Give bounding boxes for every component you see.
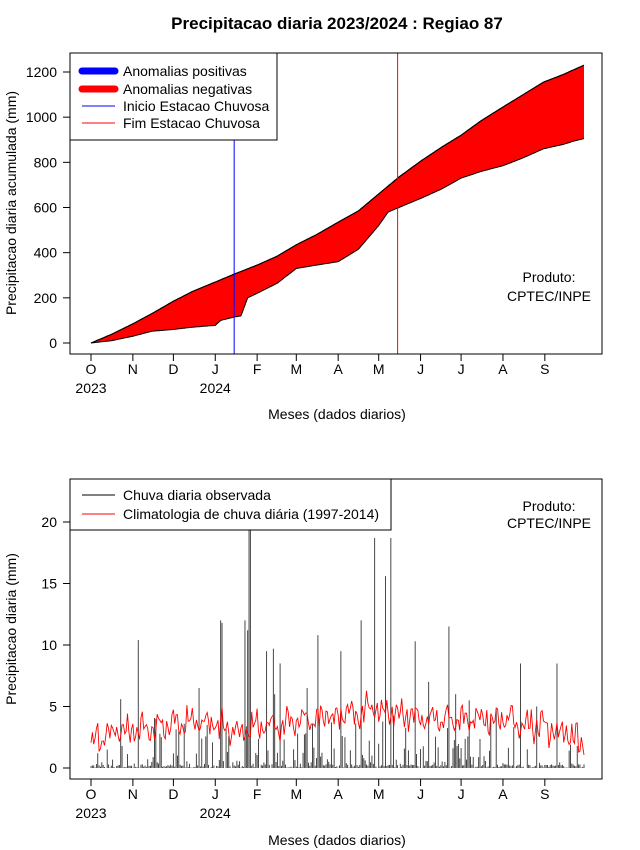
x-tick-label: O [86, 361, 97, 377]
x-tick-label: M [373, 361, 385, 377]
y-tick-label: 10 [41, 637, 57, 653]
observed-rain-bars [90, 522, 585, 768]
y-tick-label: 200 [34, 290, 58, 306]
x-tick-label: D [168, 786, 178, 802]
y-axis-label: Precipitacao diaria (mm) [3, 553, 19, 705]
y-tick-label: 0 [49, 760, 57, 776]
climatology-layer [90, 690, 585, 756]
x-tick-label: J [458, 786, 465, 802]
legend-box [69, 478, 392, 531]
x-year-label: 2024 [200, 380, 231, 396]
x-tick-label: J [458, 361, 465, 377]
panel-cumulative: 0 200 400 600 800 1000 1200 O N D J F M A M J J A S 2023 20… [3, 52, 603, 422]
y-axis: 0 5 10 15 20 [41, 514, 71, 776]
legend-negative-label: Anomalias negativas [123, 81, 252, 97]
legend-start-label: Inicio Estacao Chuvosa [123, 98, 270, 114]
x-axis-label: Meses (dados diarios) [268, 406, 406, 422]
anomaly-fill-layer [90, 64, 585, 344]
y-tick-label: 600 [34, 200, 58, 216]
product-label: Produto: [523, 269, 576, 285]
x-tick-label: N [128, 361, 138, 377]
product-label: Produto: [523, 498, 576, 514]
legend: Chuva diaria observada Climatologia de c… [69, 478, 392, 531]
x-tick-label: M [290, 786, 302, 802]
legend-end-label: Fim Estacao Chuvosa [123, 115, 260, 131]
legend-positive-label: Anomalias positivas [123, 63, 247, 79]
legend-climatology-label: Climatologia de chuva diária (1997-2014) [123, 506, 379, 522]
y-tick-label: 1000 [26, 109, 57, 125]
x-year-label: 2023 [75, 380, 106, 396]
y-tick-label: 1200 [26, 64, 57, 80]
x-tick-label: J [212, 786, 219, 802]
x-axis: O N D J F M A M J J A S 2023 2024 [75, 353, 550, 396]
legend-observed-label: Chuva diaria observada [123, 487, 271, 503]
x-tick-label: J [417, 361, 424, 377]
climatology-daily-line [90, 690, 585, 756]
x-year-label: 2024 [200, 805, 231, 821]
panel-daily: 0 5 10 15 20 O N D J F M A M J J A S 2023 2024 Precipitac… [3, 478, 603, 848]
x-year-label: 2023 [75, 805, 106, 821]
y-tick-label: 5 [49, 699, 57, 715]
y-tick-label: 20 [41, 514, 57, 530]
product-source: CPTEC/INPE [507, 515, 591, 531]
x-tick-label: A [334, 786, 344, 802]
x-tick-label: J [417, 786, 424, 802]
x-tick-label: S [540, 786, 549, 802]
y-tick-label: 800 [34, 154, 58, 170]
y-tick-label: 400 [34, 245, 58, 261]
y-axis-label: Precipitacao diaria acumulada (mm) [3, 91, 19, 315]
x-axis: O N D J F M A M J J A S 2023 2024 [75, 778, 550, 821]
y-axis: 0 200 400 600 800 1000 1200 [26, 64, 71, 351]
y-tick-label: 0 [49, 335, 57, 351]
x-tick-label: N [128, 786, 138, 802]
x-tick-label: A [334, 361, 344, 377]
negative-anomaly-area [91, 65, 584, 343]
x-tick-label: S [540, 361, 549, 377]
y-tick-label: 15 [41, 576, 57, 592]
x-tick-label: A [498, 361, 508, 377]
x-tick-label: M [290, 361, 302, 377]
x-tick-label: F [253, 786, 262, 802]
x-tick-label: O [86, 786, 97, 802]
product-source: CPTEC/INPE [507, 288, 591, 304]
x-tick-label: A [498, 786, 508, 802]
legend: Anomalias positivas Anomalias negativas … [69, 52, 278, 141]
x-tick-label: D [168, 361, 178, 377]
figure-title: Precipitacao diaria 2023/2024 : Regiao 8… [171, 14, 503, 33]
observed-cumulative-line [90, 138, 585, 344]
climatology-cumulative-line [90, 64, 585, 344]
x-tick-label: M [373, 786, 385, 802]
x-tick-label: F [253, 361, 262, 377]
x-axis-label: Meses (dados diarios) [268, 832, 406, 848]
x-tick-label: J [212, 361, 219, 377]
